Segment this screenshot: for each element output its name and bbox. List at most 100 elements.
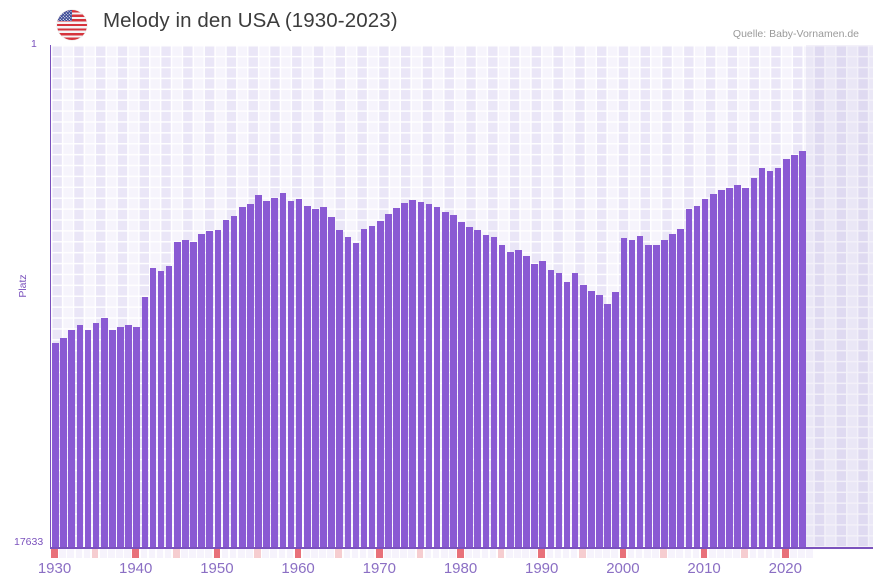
bar-1987 bbox=[515, 250, 522, 547]
bar-series bbox=[51, 45, 873, 547]
bar-1956 bbox=[263, 201, 270, 547]
bar-1961 bbox=[303, 206, 311, 547]
bar-1959 bbox=[287, 201, 295, 547]
x-tick-2006 bbox=[668, 549, 675, 558]
bar-1980 bbox=[458, 222, 465, 547]
bar-1957 bbox=[271, 198, 279, 547]
y-axis-top-label: 1 bbox=[31, 38, 37, 50]
x-tick-1960 bbox=[294, 549, 302, 558]
x-tick-1930 bbox=[51, 549, 58, 558]
bar-2004 bbox=[653, 245, 660, 547]
x-tick-1975 bbox=[416, 549, 424, 558]
x-axis-label-2000: 2000 bbox=[606, 560, 640, 577]
bar-1979 bbox=[450, 215, 457, 547]
bar-1983 bbox=[482, 235, 490, 547]
us-flag-icon bbox=[57, 10, 87, 40]
x-tick-1949 bbox=[205, 549, 213, 558]
bar-1970 bbox=[377, 221, 384, 547]
x-tick-1991 bbox=[546, 549, 554, 558]
x-tick-1936 bbox=[99, 549, 107, 558]
x-tick-1996 bbox=[587, 549, 594, 558]
bar-1982 bbox=[474, 230, 482, 547]
x-tick-1993 bbox=[562, 549, 570, 558]
bar-2016 bbox=[750, 178, 758, 547]
x-tick-1963 bbox=[319, 549, 326, 558]
bar-1945 bbox=[174, 242, 181, 547]
bar-1939 bbox=[125, 325, 132, 547]
bar-1941 bbox=[141, 297, 149, 547]
bar-1971 bbox=[385, 214, 392, 547]
x-tick-1945 bbox=[173, 549, 180, 558]
x-tick-1981 bbox=[465, 549, 472, 558]
bar-2019 bbox=[774, 168, 782, 547]
y-axis-bottom-label: 17633 bbox=[14, 536, 44, 548]
x-tick-1967 bbox=[351, 549, 359, 558]
bar-2014 bbox=[734, 185, 741, 547]
bar-1966 bbox=[344, 237, 352, 547]
x-tick-1951 bbox=[221, 549, 229, 558]
x-tick-1946 bbox=[181, 549, 188, 558]
bar-2020 bbox=[783, 159, 790, 547]
x-tick-2011 bbox=[708, 549, 716, 558]
x-tick-2005 bbox=[660, 549, 667, 558]
x-axis-ticks bbox=[50, 549, 873, 558]
x-tick-1948 bbox=[197, 549, 204, 558]
x-axis-label-2010: 2010 bbox=[687, 560, 721, 577]
x-tick-1980 bbox=[457, 549, 464, 558]
x-axis-label-1940: 1940 bbox=[119, 560, 153, 577]
x-tick-1934 bbox=[83, 549, 91, 558]
x-tick-2012 bbox=[717, 549, 724, 558]
x-tick-1961 bbox=[302, 549, 310, 558]
x-axis-label-1990: 1990 bbox=[525, 560, 559, 577]
x-tick-1940 bbox=[132, 549, 139, 558]
x-tick-1937 bbox=[108, 549, 115, 558]
x-tick-1944 bbox=[164, 549, 172, 558]
bar-1934 bbox=[84, 330, 92, 547]
x-tick-1999 bbox=[611, 549, 619, 558]
x-tick-2008 bbox=[684, 549, 692, 558]
x-axis-label-1970: 1970 bbox=[362, 560, 396, 577]
x-tick-2007 bbox=[676, 549, 684, 558]
x-tick-1989 bbox=[530, 549, 537, 558]
bar-1948 bbox=[198, 234, 205, 547]
x-tick-1942 bbox=[148, 549, 156, 558]
bar-1958 bbox=[279, 193, 287, 547]
bar-2010 bbox=[701, 199, 709, 547]
bar-1967 bbox=[352, 243, 360, 547]
x-tick-2017 bbox=[757, 549, 765, 558]
bar-2012 bbox=[718, 190, 725, 547]
bar-1947 bbox=[190, 242, 197, 547]
bar-1986 bbox=[506, 252, 514, 547]
bar-1940 bbox=[133, 327, 140, 547]
x-tick-2023 bbox=[806, 549, 813, 558]
bar-1998 bbox=[604, 304, 611, 547]
bar-1969 bbox=[368, 226, 376, 547]
x-tick-1931 bbox=[59, 549, 66, 558]
x-tick-2010 bbox=[700, 549, 708, 558]
bar-1955 bbox=[255, 195, 262, 547]
bar-2005 bbox=[661, 240, 668, 547]
x-tick-2014 bbox=[733, 549, 740, 558]
bar-2001 bbox=[628, 240, 636, 547]
x-tick-1976 bbox=[424, 549, 432, 558]
x-tick-1962 bbox=[311, 549, 318, 558]
x-tick-1938 bbox=[116, 549, 123, 558]
x-tick-1984 bbox=[489, 549, 497, 558]
x-tick-1947 bbox=[189, 549, 196, 558]
bar-2009 bbox=[693, 206, 701, 547]
x-tick-1990 bbox=[538, 549, 545, 558]
x-tick-1972 bbox=[392, 549, 399, 558]
x-tick-1992 bbox=[554, 549, 562, 558]
bar-1985 bbox=[498, 245, 506, 547]
bar-1931 bbox=[60, 338, 67, 547]
x-tick-1977 bbox=[432, 549, 440, 558]
bar-1989 bbox=[531, 264, 538, 547]
bar-1932 bbox=[68, 330, 76, 547]
x-tick-1950 bbox=[213, 549, 221, 558]
bar-2002 bbox=[636, 236, 644, 547]
bar-2003 bbox=[644, 245, 652, 547]
x-tick-1964 bbox=[327, 549, 334, 558]
bar-1991 bbox=[547, 270, 555, 547]
flag-canton bbox=[57, 10, 72, 21]
